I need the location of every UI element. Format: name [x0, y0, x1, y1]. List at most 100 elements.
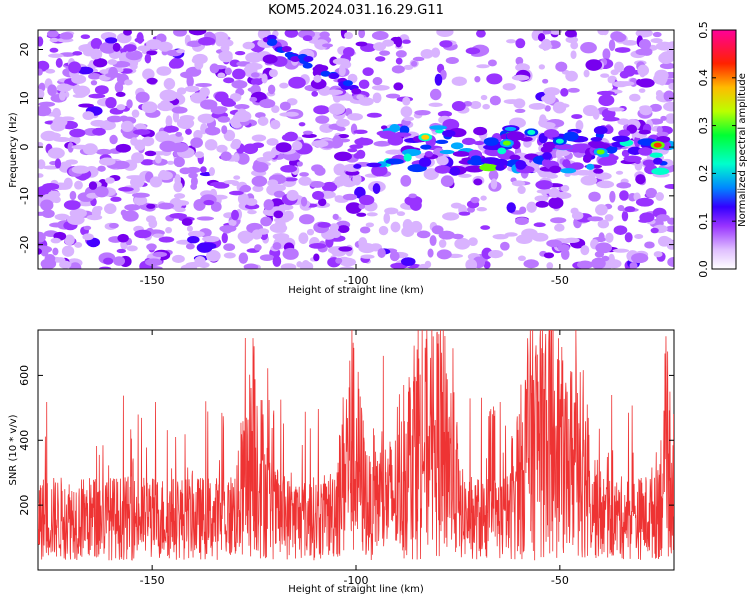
- heatmap-cell: [190, 176, 198, 187]
- heatmap-cell: [638, 147, 653, 156]
- heatmap-cell: [580, 245, 590, 256]
- heatmap-cell: [347, 113, 363, 121]
- heatmap-cell: [298, 122, 306, 127]
- heatmap-cell: [134, 229, 152, 239]
- heatmap-cell: [571, 211, 584, 220]
- heatmap-cell: [526, 201, 537, 213]
- heatmap-cell: [385, 93, 401, 99]
- heatmap-cell: [358, 30, 366, 39]
- heatmap-cell: [157, 101, 174, 112]
- heatmap-cell: [214, 91, 229, 103]
- heatmap-cell: [371, 164, 388, 177]
- heatmap-cell: [126, 245, 138, 252]
- heatmap-cell: [437, 110, 453, 118]
- heatmap-cell: [298, 232, 309, 245]
- heatmap-cell: [315, 115, 330, 124]
- heatmap-cell: [495, 164, 505, 171]
- heatmap-cell: [619, 70, 630, 79]
- heatmap-cell: [598, 94, 615, 107]
- heatmap-cell: [379, 50, 391, 56]
- heatmap-cell: [284, 111, 299, 117]
- heatmap-cell: [610, 31, 624, 41]
- heatmap-cell: [40, 199, 54, 211]
- heatmap-cell: [476, 64, 490, 69]
- heatmap-cell: [251, 229, 263, 240]
- heatmap-cell: [465, 47, 481, 55]
- heatmap-cell: [467, 158, 486, 166]
- snr-x-tick-label: -100: [344, 574, 369, 587]
- heatmap-cell: [296, 161, 303, 167]
- heatmap-cell: [52, 107, 61, 119]
- heatmap-cell: [637, 78, 655, 88]
- heatmap-cell: [665, 113, 674, 124]
- heatmap-cell: [504, 232, 518, 237]
- heatmap-cell: [555, 148, 563, 159]
- heatmap-cell: [49, 47, 59, 53]
- heatmap-cell: [38, 36, 44, 47]
- heatmap-cell: [252, 142, 265, 149]
- heatmap-cell: [656, 131, 669, 137]
- heatmap-cell: [488, 249, 504, 259]
- heatmap-cell: [236, 153, 250, 165]
- heatmap-cell: [245, 52, 263, 63]
- heatmap-cell: [273, 210, 284, 219]
- heatmap-cell: [602, 116, 620, 122]
- heatmap-cell: [624, 206, 636, 213]
- snr-axes: -150 -100 -50 200 400 600: [18, 330, 674, 587]
- heatmap-cell: [329, 72, 340, 79]
- heatmap-cell: [492, 233, 509, 240]
- heatmap-cell: [564, 30, 577, 38]
- heatmap-cell: [664, 183, 674, 189]
- heatmap-cell: [157, 171, 173, 181]
- heatmap-cell: [272, 242, 282, 250]
- heatmap-cell: [489, 95, 501, 106]
- heatmap-cell: [433, 147, 445, 157]
- heatmap-cell: [506, 131, 525, 141]
- heatmap-cell: [181, 218, 193, 226]
- heatmap-cell: [375, 56, 386, 62]
- heatmap-cell: [638, 88, 646, 93]
- heatmap-cell: [473, 178, 483, 186]
- heatmap-cell: [550, 217, 567, 224]
- heatmap-cell: [266, 138, 279, 146]
- heatmap-cell: [663, 101, 674, 112]
- heatmap-cell: [555, 61, 568, 72]
- heatmap-cell: [124, 204, 141, 211]
- heatmap-cell: [172, 110, 180, 123]
- heatmap-cell: [223, 243, 236, 251]
- heatmap-cell: [349, 144, 364, 149]
- heatmap-cell: [595, 242, 613, 254]
- heatmap-cell: [436, 156, 449, 166]
- heatmap-cell: [476, 30, 486, 38]
- heatmap-cell: [82, 111, 95, 120]
- heatmap-cell: [159, 89, 178, 102]
- heatmap-cell: [197, 113, 215, 124]
- heatmap-cell: [158, 202, 174, 210]
- heatmap-cell: [179, 114, 195, 122]
- heatmap-cell: [284, 30, 299, 38]
- heatmap-cell: [47, 147, 65, 159]
- heatmap-cell: [564, 163, 575, 169]
- heatmap-cell: [238, 252, 249, 264]
- heatmap-cell: [353, 152, 363, 159]
- heatmap-cell: [65, 159, 78, 165]
- heatmap-cell: [488, 169, 499, 181]
- heatmap-cell: [434, 73, 443, 86]
- heatmap-cell: [280, 165, 298, 173]
- heatmap-cell: [262, 54, 278, 64]
- heatmap-cell: [302, 35, 313, 42]
- heatmap-cell: [571, 114, 583, 119]
- heatmap-cell: [311, 90, 319, 97]
- heatmap-cell: [615, 170, 624, 175]
- heatmap-cell: [319, 31, 330, 39]
- heatmap-cell: [439, 149, 455, 155]
- heatmap-cell: [403, 64, 414, 70]
- heatmap-cell: [523, 259, 539, 269]
- heatmap-cell: [342, 94, 355, 101]
- heatmap-area: [38, 30, 674, 269]
- heatmap-cell: [210, 201, 222, 212]
- heatmap-cell: [165, 115, 173, 128]
- heatmap-cell: [194, 59, 204, 70]
- heatmap-cell: [260, 216, 272, 227]
- heatmap-cell: [133, 129, 151, 135]
